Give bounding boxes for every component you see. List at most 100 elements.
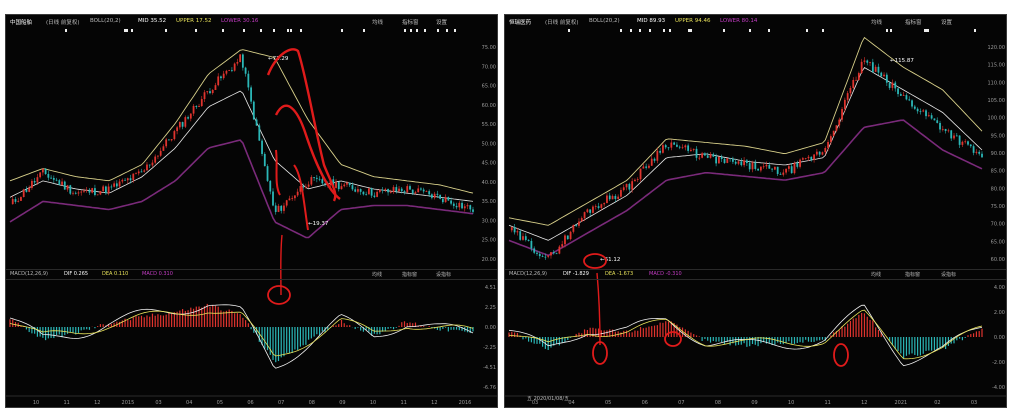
candle-body (908, 99, 911, 101)
event-dot[interactable] (194, 29, 197, 32)
candle-body (846, 93, 849, 100)
event-dot[interactable] (767, 29, 770, 32)
event-dot[interactable] (165, 29, 168, 32)
price-tick-label: 85.00 (991, 169, 1005, 175)
candle-body (214, 85, 217, 90)
event-dot[interactable] (805, 29, 808, 32)
candle-body (639, 168, 642, 180)
candle-body (441, 198, 444, 203)
event-dot[interactable] (124, 29, 127, 32)
event-dot[interactable] (648, 29, 651, 32)
candle-body (813, 154, 815, 160)
candle-body (796, 162, 799, 167)
candle-body (395, 187, 398, 192)
x-tick-label: 04 (186, 400, 192, 406)
event-dot[interactable] (243, 29, 246, 32)
event-dot[interactable] (362, 29, 365, 32)
event-dot[interactable] (690, 29, 693, 32)
event-dot[interactable] (886, 29, 889, 32)
tab-settings[interactable]: 设置 (941, 20, 953, 26)
event-dot[interactable] (289, 29, 292, 32)
ink-circle-low (583, 253, 607, 269)
event-dot[interactable] (669, 29, 672, 32)
ink-circle-macd (267, 285, 291, 305)
candle-body (313, 177, 316, 178)
tab-settings[interactable]: 设置 (436, 20, 448, 26)
candle-body (159, 150, 162, 156)
candle-body (121, 179, 124, 182)
event-dot[interactable] (126, 29, 129, 32)
tab-ma[interactable]: 均线 (372, 20, 384, 26)
macd-tab-settings[interactable]: 设指标 (941, 272, 957, 278)
tab-indicator[interactable]: 指标窗 (905, 20, 922, 26)
candle-body (351, 185, 354, 190)
event-dot[interactable] (723, 29, 726, 32)
macd-tab-indicator[interactable]: 指标窗 (905, 272, 921, 278)
price-tick-label: 60.00 (991, 257, 1005, 263)
event-dot[interactable] (436, 29, 439, 32)
event-dot[interactable] (568, 29, 571, 32)
x-tick-label: 08 (309, 400, 315, 406)
candle-body (406, 186, 409, 193)
candle-body (849, 87, 852, 94)
candle-body (751, 162, 754, 170)
macd-tab-ma[interactable]: 均线 (871, 272, 882, 278)
macd-tab-ma[interactable]: 均线 (372, 272, 383, 278)
event-dot[interactable] (889, 29, 892, 32)
event-dot[interactable] (925, 29, 928, 32)
event-dot[interactable] (130, 29, 133, 32)
event-dot[interactable] (300, 29, 303, 32)
event-dot[interactable] (273, 29, 276, 32)
event-dot[interactable] (663, 29, 666, 32)
candle-body (61, 181, 63, 185)
candle-body (855, 79, 857, 81)
candle-body (631, 181, 634, 190)
event-dot[interactable] (409, 29, 412, 32)
event-dot[interactable] (821, 29, 824, 32)
x-tick-label: 05 (605, 400, 611, 406)
event-dot[interactable] (630, 29, 633, 32)
event-dot[interactable] (453, 29, 456, 32)
event-dot[interactable] (287, 29, 290, 32)
candle-body (447, 197, 450, 201)
event-dot[interactable] (416, 29, 419, 32)
candle-body (773, 166, 776, 170)
macd-tab-settings[interactable]: 设指标 (436, 272, 452, 278)
event-dot[interactable] (446, 29, 449, 32)
event-dot[interactable] (639, 29, 642, 32)
candle-body (536, 252, 538, 254)
candle-body (189, 113, 192, 119)
event-dot[interactable] (403, 29, 406, 32)
dif-line (9, 304, 474, 369)
event-dot[interactable] (688, 29, 691, 32)
event-dot[interactable] (423, 29, 426, 32)
event-dot[interactable] (221, 29, 224, 32)
macd-tab-indicator[interactable]: 指标窗 (402, 272, 418, 278)
candle-body (66, 185, 69, 190)
event-dot[interactable] (620, 29, 623, 32)
candle-body (373, 195, 376, 197)
macd-header: MACD(12,26,9) DIF 0.265 DEA 0.110 MACD 0… (6, 269, 497, 280)
event-dot[interactable] (927, 29, 930, 32)
price-tick-label: 95.00 (991, 133, 1005, 139)
event-dot[interactable] (974, 29, 977, 32)
candle-body (411, 189, 414, 194)
tab-ma[interactable]: 均线 (871, 20, 883, 26)
event-dot[interactable] (65, 29, 68, 32)
event-dot[interactable] (259, 29, 262, 32)
candle-body (801, 158, 804, 160)
candle-body (222, 73, 225, 79)
candle-body (541, 256, 544, 257)
candle-body (843, 99, 846, 109)
candle-body (916, 108, 919, 112)
stock-name: 中国船舶 (10, 20, 33, 26)
candle-body (569, 231, 572, 240)
candle-body (52, 178, 55, 180)
event-dot[interactable] (340, 29, 343, 32)
tab-indicator[interactable]: 指标窗 (402, 20, 419, 26)
candle-body (209, 91, 211, 94)
event-dot[interactable] (748, 29, 751, 32)
candle-body (69, 185, 72, 194)
event-dot[interactable] (924, 29, 927, 32)
candle-body (187, 117, 189, 119)
